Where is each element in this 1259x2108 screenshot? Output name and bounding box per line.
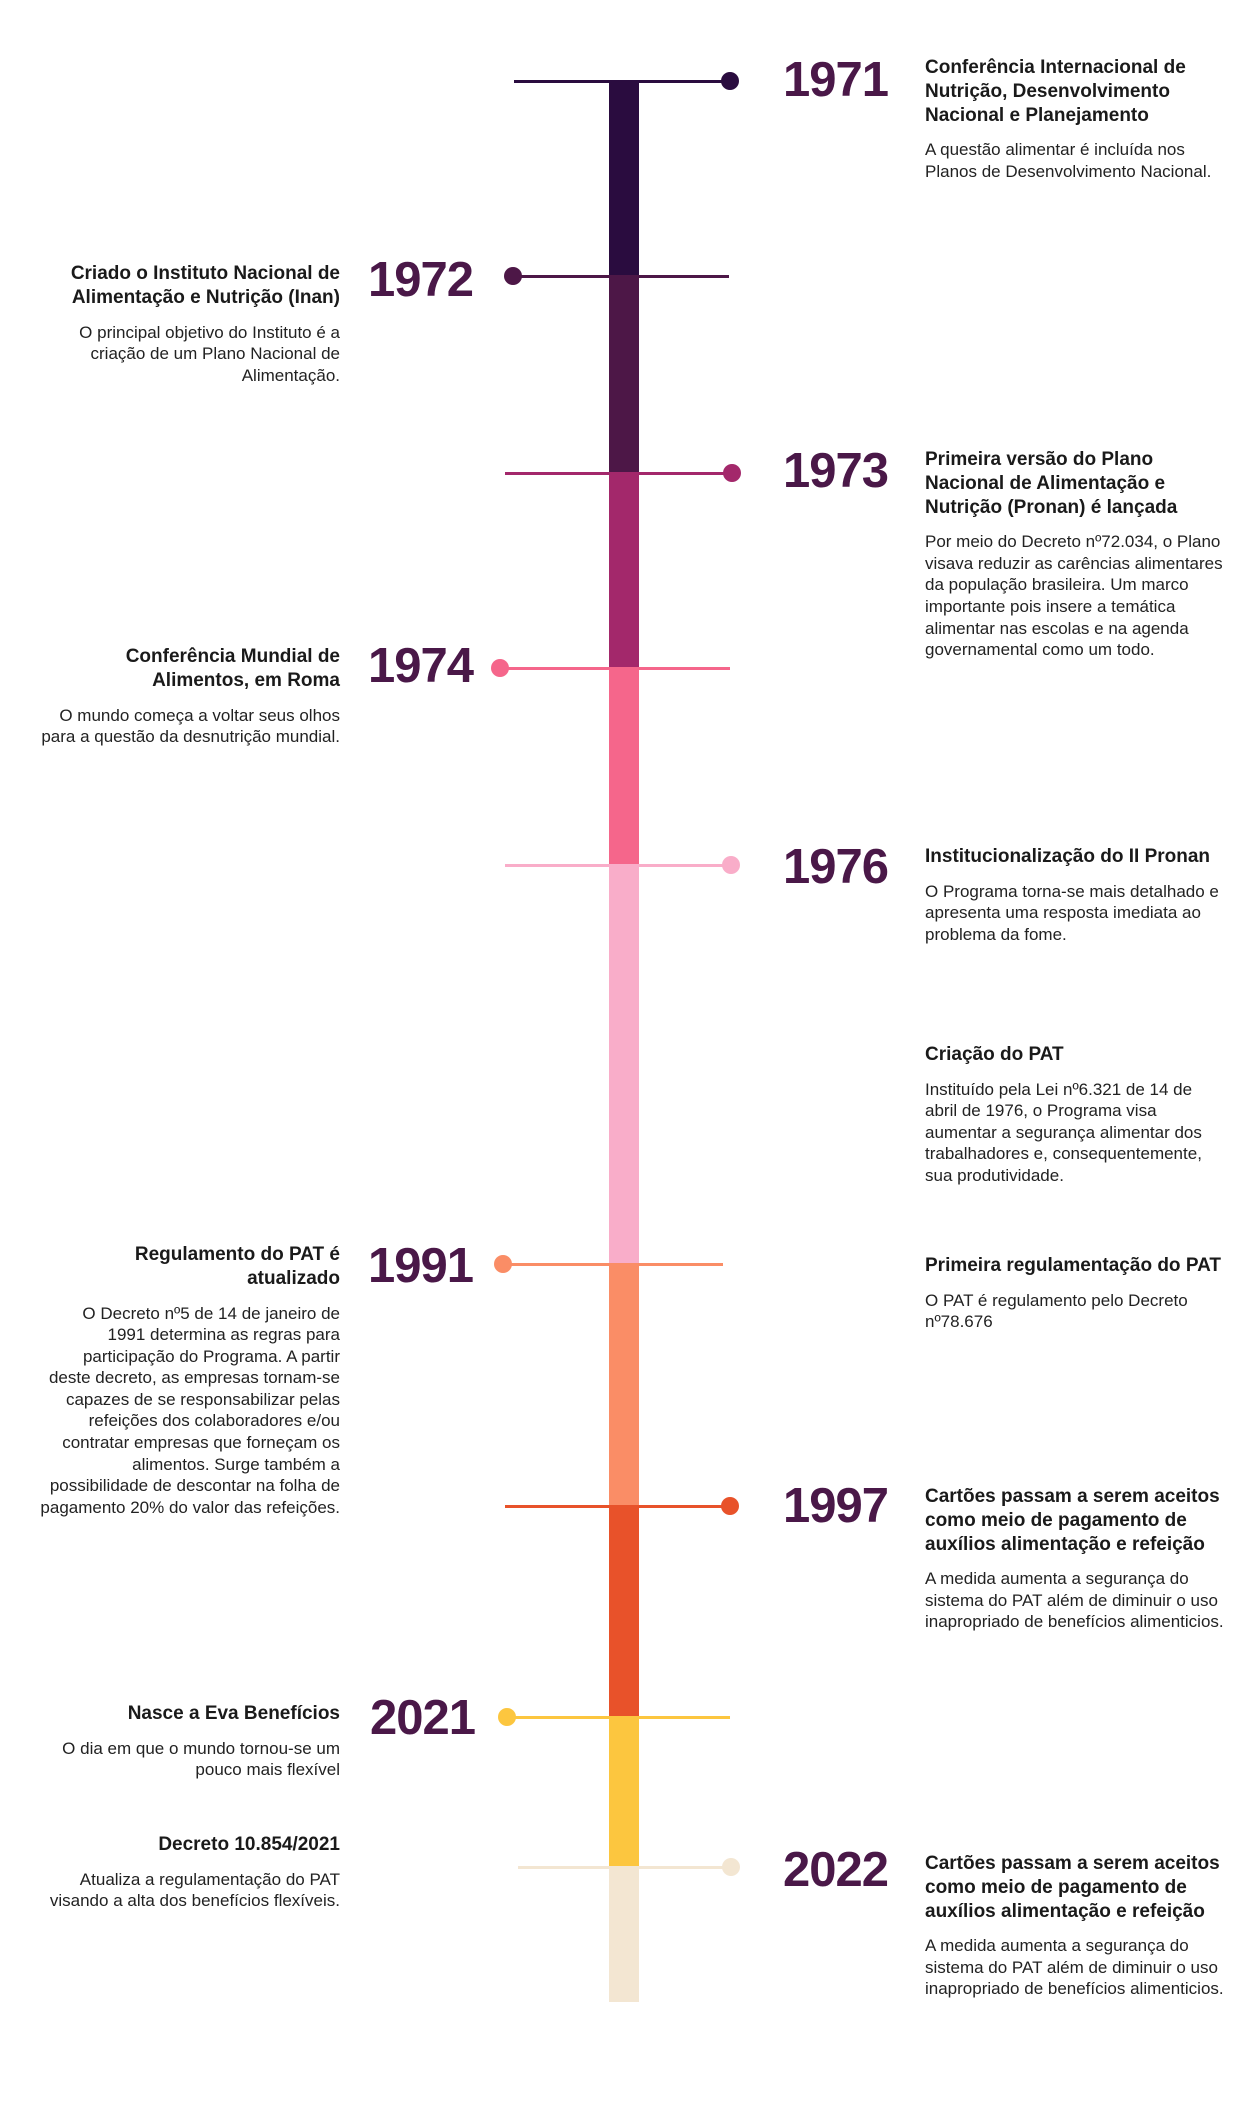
event-description: O mundo começa a voltar seus olhos para … (41, 705, 340, 747)
event-1991-regulamentacao: Primeira regulamentação do PAT O PAT é r… (925, 1254, 1225, 1333)
timeline-segment-1972 (609, 275, 639, 473)
event-title: Primeira regulamentação do PAT (925, 1255, 1221, 1276)
event-description: O dia em que o mundo tornou-se um pouco … (62, 1738, 340, 1780)
event-title: Institucionalização do II Pronan (925, 846, 1211, 867)
event-title: Regulamento do PAT é atualizado (134, 1244, 340, 1289)
marker-line-1991 (503, 1263, 723, 1266)
timeline-segment-2021 (609, 1719, 639, 1869)
event-title: Criado o Instituto Nacional de Alimentaç… (70, 263, 340, 308)
marker-line-2021 (505, 1716, 730, 1719)
event-title: Conferência Internacional de Nutrição, D… (925, 57, 1186, 126)
marker-dot-1972 (504, 267, 522, 285)
event-description: O Decreto nº5 de 14 de janeiro de 1991 d… (40, 1303, 340, 1517)
event-1991-regulamento: Regulamento do PAT é atualizado O Decret… (40, 1243, 340, 1518)
event-2021: Nasce a Eva Benefícios O dia em que o mu… (40, 1702, 340, 1781)
event-description: Atualiza a regulamentação do PAT visando… (49, 1869, 340, 1911)
marker-dot-1973 (723, 464, 741, 482)
timeline-segment-1974 (609, 669, 639, 865)
event-1976-pat: Criação do PAT Instituído pela Lei nº6.3… (925, 1043, 1225, 1187)
event-title: Cartões passam a serem aceitos como meio… (925, 1853, 1220, 1922)
event-description: A medida aumenta a segurança do sistema … (925, 1936, 1224, 1999)
event-1973: Primeira versão do Plano Nacional de Ali… (925, 448, 1225, 661)
year-label-1991: 1991 (368, 1239, 474, 1293)
timeline-segment-1991 (609, 1265, 639, 1507)
marker-line-1976 (505, 864, 730, 867)
marker-dot-1974 (491, 659, 509, 677)
marker-dot-1971 (721, 72, 739, 90)
year-label-1973: 1973 (783, 444, 889, 498)
year-label-1972: 1972 (368, 253, 474, 307)
marker-dot-1976 (722, 856, 740, 874)
marker-dot-1991 (494, 1255, 512, 1273)
timeline-segment-1973 (609, 473, 639, 669)
event-2022: Cartões passam a serem aceitos como meio… (925, 1852, 1225, 2000)
timeline-segment-1971 (609, 80, 639, 275)
event-title: Cartões passam a serem aceitos como meio… (925, 1486, 1220, 1555)
event-2021-decreto: Decreto 10.854/2021 Atualiza a regulamen… (40, 1833, 340, 1912)
year-label-1997: 1997 (783, 1479, 889, 1533)
marker-dot-2022 (722, 1858, 740, 1876)
event-title: Nasce a Eva Benefícios (127, 1703, 340, 1724)
marker-line-1974 (500, 667, 730, 670)
event-description: Por meio do Decreto nº72.034, o Plano vi… (925, 532, 1223, 660)
marker-dot-2021 (498, 1708, 516, 1726)
event-description: Instituído pela Lei nº6.321 de 14 de abr… (925, 1079, 1202, 1186)
event-1971: Conferência Internacional de Nutrição, D… (925, 56, 1225, 182)
year-label-2021: 2021 (370, 1691, 476, 1745)
year-label-2022: 2022 (783, 1843, 889, 1897)
event-1974: Conferência Mundial de Alimentos, em Rom… (40, 645, 340, 748)
timeline-segment-1997 (609, 1507, 639, 1719)
event-title: Criação do PAT (925, 1044, 1064, 1065)
event-description: O Programa torna-se mais detalhado e apr… (925, 881, 1219, 944)
event-1972: Criado o Instituto Nacional de Alimentaç… (40, 262, 340, 386)
event-description: O principal objetivo do Instituto é a cr… (79, 322, 340, 385)
marker-line-2022 (518, 1866, 730, 1869)
year-label-1976: 1976 (783, 840, 889, 894)
event-title: Primeira versão do Plano Nacional de Ali… (925, 449, 1178, 518)
year-label-1974: 1974 (368, 639, 474, 693)
marker-line-1971 (514, 80, 730, 83)
marker-dot-1997 (721, 1497, 739, 1515)
event-description: A medida aumenta a segurança do sistema … (925, 1569, 1224, 1632)
event-description: O PAT é regulamento pelo Decreto nº78.67… (925, 1290, 1188, 1332)
event-title: Conferência Mundial de Alimentos, em Rom… (125, 646, 340, 691)
marker-line-1997 (505, 1505, 730, 1508)
timeline-segment-2022 (609, 1869, 639, 2002)
timeline-segment-1976 (609, 865, 639, 1265)
event-1976-pronan: Institucionalização do II Pronan O Progr… (925, 845, 1225, 945)
marker-line-1973 (505, 472, 730, 475)
event-1997: Cartões passam a serem aceitos como meio… (925, 1485, 1225, 1633)
event-title: Decreto 10.854/2021 (158, 1834, 340, 1855)
event-description: A questão alimentar é incluída nos Plano… (925, 140, 1212, 181)
year-label-1971: 1971 (783, 53, 889, 107)
marker-line-1972 (513, 275, 729, 278)
